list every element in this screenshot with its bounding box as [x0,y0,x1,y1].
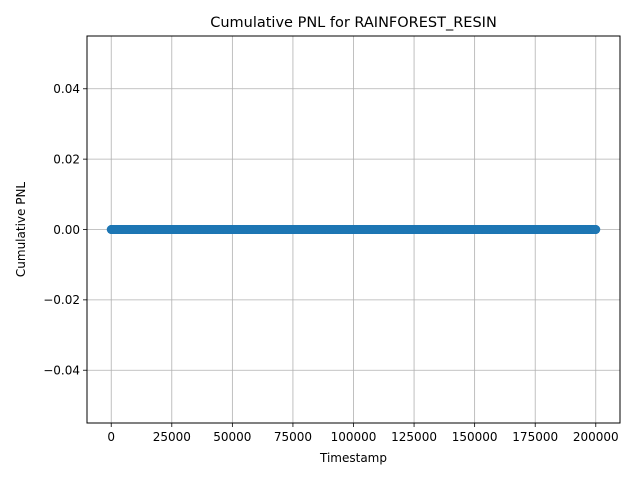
x-tick-label: 25000 [153,430,191,444]
x-tick-label: 100000 [331,430,377,444]
x-axis-label: Timestamp [319,451,387,465]
x-tick-label: 0 [107,430,115,444]
y-tick-label: −0.02 [43,293,80,307]
chart-title: Cumulative PNL for RAINFOREST_RESIN [210,15,497,31]
plot-area [106,225,601,234]
y-tick-label: 0.02 [53,152,80,166]
x-tick-label: 50000 [213,430,251,444]
y-tick-label: 0.04 [53,82,80,96]
x-tick-label: 175000 [512,430,558,444]
x-tick-label: 125000 [391,430,437,444]
y-tick-label: 0.00 [53,223,80,237]
y-tick-label: −0.04 [43,364,80,378]
x-tick-label: 75000 [274,430,312,444]
ticks: 0 25000 50000 75000 100000 125000 150000 175000… [43,82,618,444]
x-tick-label: 150000 [452,430,498,444]
scatter-series [106,225,601,234]
x-tick-label: 200000 [573,430,619,444]
data-point [591,225,601,234]
y-axis-label: Cumulative PNL [14,182,28,278]
